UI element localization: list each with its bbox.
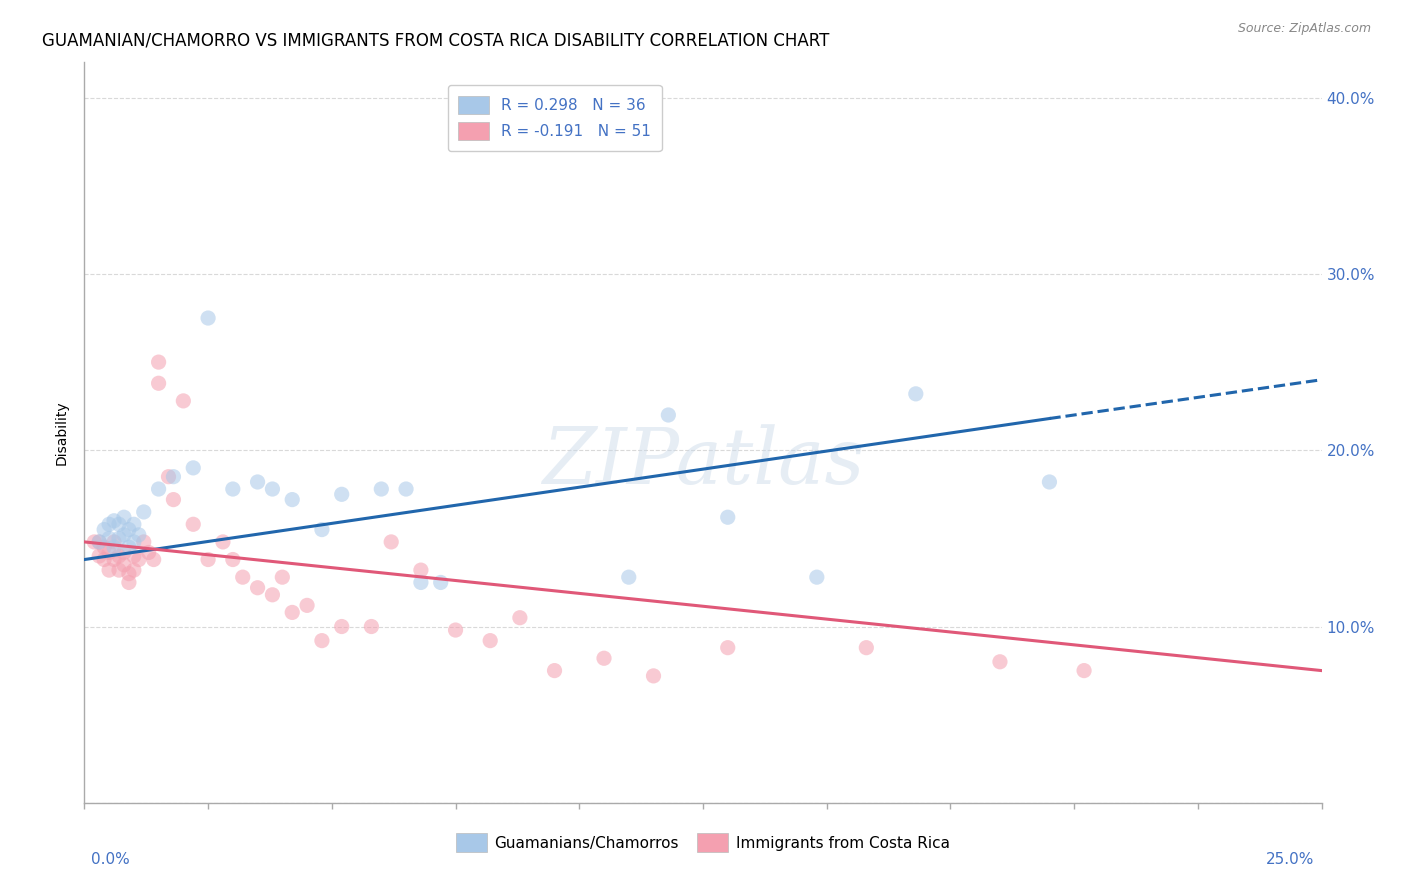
Point xyxy=(118,523,141,537)
Point xyxy=(717,640,740,655)
Point xyxy=(311,633,333,648)
Text: ZIPatlas: ZIPatlas xyxy=(541,424,865,500)
Point xyxy=(112,528,135,542)
Point xyxy=(988,655,1011,669)
Point xyxy=(132,505,155,519)
Point xyxy=(118,575,141,590)
Point xyxy=(1073,664,1095,678)
Point xyxy=(409,563,432,577)
Point xyxy=(103,514,125,528)
Point xyxy=(103,552,125,566)
Point xyxy=(93,552,115,566)
Legend: Guamanians/Chamorros, Immigrants from Costa Rica: Guamanians/Chamorros, Immigrants from Co… xyxy=(450,827,956,858)
Point xyxy=(360,619,382,633)
Point xyxy=(148,376,170,391)
Point xyxy=(122,563,145,577)
Point xyxy=(103,540,125,554)
Point xyxy=(181,461,204,475)
Point xyxy=(93,540,115,554)
Point xyxy=(370,482,392,496)
Point xyxy=(444,623,467,637)
Text: 25.0%: 25.0% xyxy=(1267,852,1315,867)
Point xyxy=(128,552,150,566)
Point xyxy=(904,387,927,401)
Point xyxy=(157,469,180,483)
Point xyxy=(643,669,665,683)
Point xyxy=(122,549,145,563)
Point xyxy=(1038,475,1060,489)
Point xyxy=(262,482,284,496)
Point xyxy=(593,651,616,665)
Point xyxy=(148,355,170,369)
Point xyxy=(83,535,105,549)
Point xyxy=(128,528,150,542)
Point xyxy=(380,535,402,549)
Point xyxy=(262,588,284,602)
Point xyxy=(246,581,269,595)
Point xyxy=(98,563,121,577)
Point xyxy=(108,563,131,577)
Point xyxy=(93,523,115,537)
Text: 0.0%: 0.0% xyxy=(91,852,131,867)
Point xyxy=(222,552,245,566)
Point xyxy=(281,492,304,507)
Point xyxy=(271,570,294,584)
Point xyxy=(138,545,160,559)
Point xyxy=(108,517,131,532)
Point xyxy=(395,482,418,496)
Point xyxy=(657,408,679,422)
Point xyxy=(142,552,165,566)
Point xyxy=(330,619,353,633)
Point xyxy=(162,492,184,507)
Point xyxy=(89,549,111,563)
Point xyxy=(311,523,333,537)
Point xyxy=(617,570,640,584)
Y-axis label: Disability: Disability xyxy=(55,401,69,465)
Point xyxy=(98,545,121,559)
Point xyxy=(232,570,254,584)
Point xyxy=(108,549,131,563)
Point xyxy=(246,475,269,489)
Point xyxy=(295,599,318,613)
Point xyxy=(409,575,432,590)
Point xyxy=(855,640,877,655)
Point xyxy=(222,482,245,496)
Point xyxy=(509,610,531,624)
Point xyxy=(281,606,304,620)
Text: GUAMANIAN/CHAMORRO VS IMMIGRANTS FROM COSTA RICA DISABILITY CORRELATION CHART: GUAMANIAN/CHAMORRO VS IMMIGRANTS FROM CO… xyxy=(42,31,830,49)
Point xyxy=(89,535,111,549)
Point xyxy=(112,510,135,524)
Point xyxy=(330,487,353,501)
Point xyxy=(98,517,121,532)
Point xyxy=(148,482,170,496)
Point xyxy=(162,469,184,483)
Point xyxy=(132,535,155,549)
Point xyxy=(112,545,135,559)
Point xyxy=(108,532,131,546)
Point xyxy=(197,552,219,566)
Point xyxy=(212,535,235,549)
Point xyxy=(172,393,194,408)
Point xyxy=(122,517,145,532)
Point xyxy=(543,664,565,678)
Point xyxy=(479,633,502,648)
Point xyxy=(181,517,204,532)
Point xyxy=(429,575,451,590)
Point xyxy=(122,535,145,549)
Point xyxy=(112,558,135,572)
Point xyxy=(98,532,121,546)
Point xyxy=(89,535,111,549)
Point xyxy=(118,566,141,581)
Point xyxy=(103,535,125,549)
Point xyxy=(197,311,219,326)
Text: Source: ZipAtlas.com: Source: ZipAtlas.com xyxy=(1237,22,1371,36)
Point xyxy=(806,570,828,584)
Point xyxy=(118,540,141,554)
Point xyxy=(717,510,740,524)
